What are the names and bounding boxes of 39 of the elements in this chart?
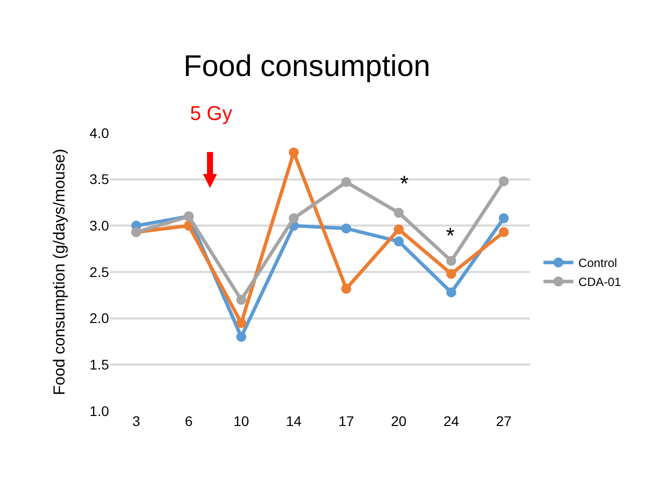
x-tick-label: 10 bbox=[233, 413, 250, 429]
y-axis-title: Food consumption (g/days/mouse) bbox=[51, 148, 68, 396]
point bbox=[446, 256, 456, 266]
point bbox=[236, 332, 246, 342]
point bbox=[236, 294, 246, 305]
text: 5 Gy bbox=[190, 103, 232, 125]
annotation: * bbox=[400, 171, 409, 196]
y-tick-label: 2.5 bbox=[90, 264, 110, 280]
legend-label: CDA-01 bbox=[578, 275, 622, 290]
point bbox=[394, 236, 404, 246]
chart-title: Food consumption bbox=[184, 50, 430, 83]
x-tick-label: 17 bbox=[338, 413, 354, 429]
point bbox=[236, 318, 246, 328]
y-tick-label: 1.0 bbox=[90, 402, 110, 419]
point bbox=[394, 224, 404, 234]
x-tick-label: 6 bbox=[184, 413, 193, 429]
y-tick-label: 3.0 bbox=[90, 218, 110, 234]
point bbox=[498, 227, 509, 238]
point bbox=[446, 268, 456, 279]
x-tick-label: 14 bbox=[286, 413, 302, 429]
point bbox=[341, 177, 352, 188]
point bbox=[341, 223, 352, 234]
x-tick-label: 20 bbox=[390, 413, 407, 429]
x-tick-label: 3 bbox=[132, 413, 140, 429]
x-tick-label: 24 bbox=[443, 413, 460, 429]
y-tick-label: 1.5 bbox=[90, 356, 110, 373]
y-tick-label: 2.0 bbox=[90, 310, 110, 326]
y-tick-label: 3.5 bbox=[90, 171, 110, 188]
point bbox=[498, 176, 509, 186]
x-tick-label: 27 bbox=[496, 413, 512, 429]
point bbox=[288, 147, 299, 158]
annotation: * bbox=[446, 223, 455, 248]
point bbox=[288, 213, 299, 224]
legend-label: Control bbox=[578, 256, 618, 270]
point bbox=[446, 287, 456, 298]
point bbox=[341, 284, 352, 294]
point bbox=[394, 208, 404, 218]
y-tick-label: 4.0 bbox=[90, 124, 110, 141]
point bbox=[498, 213, 509, 224]
